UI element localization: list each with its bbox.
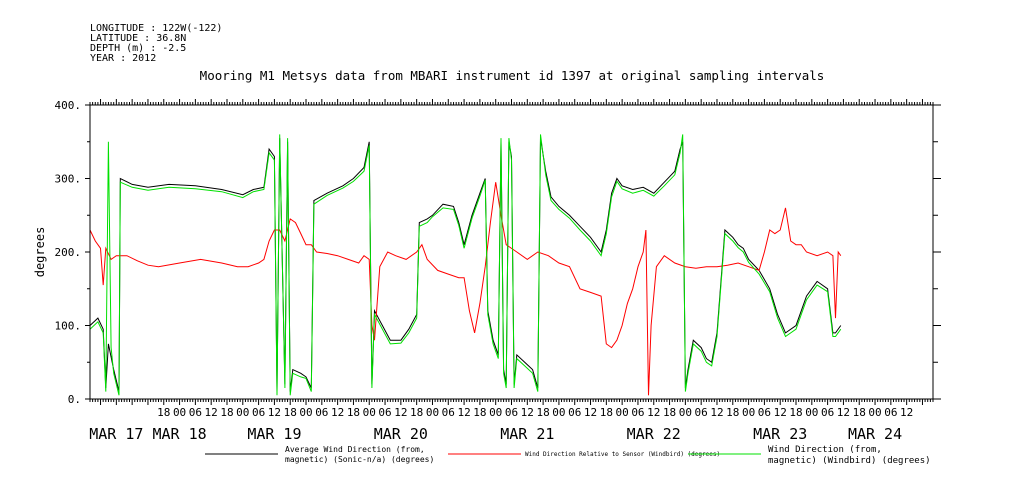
x-day-label: MAR 24 [848, 425, 902, 443]
series-layer [89, 134, 842, 396]
meta-year: YEAR : 2012 [90, 53, 156, 64]
x-tick-label: 12 [331, 406, 344, 419]
x-tick-label: 18 [410, 406, 423, 419]
x-tick-label: 12 [521, 406, 534, 419]
x-tick-label: 06 [442, 406, 455, 419]
x-tick-label: 12 [774, 406, 787, 419]
x-day-label: MAR 22 [627, 425, 681, 443]
x-day-label: MAR 18 [152, 425, 206, 443]
x-day-label: MAR 20 [374, 425, 428, 443]
x-tick-label: 18 [663, 406, 676, 419]
x-tick-label: 00 [426, 406, 439, 419]
y-tick-label-200: 200. [55, 246, 82, 259]
y-tick-label-100: 100. [55, 320, 82, 333]
x-tick-label: 00 [868, 406, 881, 419]
x-tick-label: 00 [616, 406, 629, 419]
x-tick-label: 12 [584, 406, 597, 419]
y-axis-label: degrees [33, 227, 47, 278]
chart-title: Mooring M1 Metsys data from MBARI instru… [200, 68, 825, 83]
x-tick-label: 12 [268, 406, 281, 419]
x-tick-label: 06 [505, 406, 518, 419]
x-tick-label: 00 [173, 406, 186, 419]
x-tick-label: 06 [568, 406, 581, 419]
x-tick-label: 18 [220, 406, 233, 419]
legend-label-windbird-2: magnetic) (Windbird) (degrees) [768, 456, 931, 466]
x-tick-label: 06 [631, 406, 644, 419]
legend-label-average-1: Average Wind Direction (from, [285, 445, 425, 454]
x-tick-label: 18 [473, 406, 486, 419]
meta-longitude: LONGITUDE : 122W(-122) [90, 23, 222, 34]
x-tick-label: 12 [647, 406, 660, 419]
x-tick-label: 06 [821, 406, 834, 419]
x-tick-label: 06 [189, 406, 202, 419]
x-tick-label: 12 [900, 406, 913, 419]
x-tick-label: 06 [378, 406, 391, 419]
axis-layer: 0.100.200.300.400.18 00 06 12 18 00 06 12 18 00 06… [55, 99, 941, 443]
x-tick-label: 06 [758, 406, 771, 419]
meta-latitude: LATITUDE : 36.8N [90, 33, 186, 44]
legend-label-windbird-1: Wind Direction (from, [768, 445, 882, 455]
x-tick-label: 06 [884, 406, 897, 419]
x-day-label: MAR 23 [753, 425, 807, 443]
x-tick-label: 00 [236, 406, 249, 419]
x-tick-label: 12 [394, 406, 407, 419]
x-tick-label: 00 [489, 406, 502, 419]
x-day-label: MAR 19 [247, 425, 301, 443]
x-tick-label: 00 [299, 406, 312, 419]
x-tick-label: 18 [853, 406, 866, 419]
x-tick-label: 00 [552, 406, 565, 419]
legend: Average Wind Direction (from, magnetic) … [205, 445, 931, 466]
x-tick-label: 12 [710, 406, 723, 419]
x-tick-label: 00 [363, 406, 376, 419]
x-tick-label: 18 [789, 406, 802, 419]
x-tick-label: 18 [600, 406, 613, 419]
y-tick-label-300: 300. [55, 173, 82, 186]
x-tick-label: 18 [347, 406, 360, 419]
x-tick-label: 12 [457, 406, 470, 419]
x-day-label: MAR 17 [89, 425, 143, 443]
legend-label-average-2: magnetic) (Sonic-n/a) (degrees) [285, 455, 434, 464]
x-tick-label: 18 [726, 406, 739, 419]
x-tick-label: 12 [837, 406, 850, 419]
x-tick-label: 18 [536, 406, 549, 419]
x-tick-label: 18 [284, 406, 297, 419]
x-tick-label: 00 [742, 406, 755, 419]
x-tick-label: 18 [157, 406, 170, 419]
x-tick-label: 06 [315, 406, 328, 419]
legend-label-relative: Wind Direction Relative to Sensor (Windb… [525, 451, 720, 458]
x-tick-label: 12 [205, 406, 218, 419]
y-tick-label-0: 0. [68, 393, 81, 406]
x-tick-label: 00 [679, 406, 692, 419]
meta-depth: DEPTH (m) : -2.5 [90, 43, 186, 54]
x-tick-label: 06 [252, 406, 265, 419]
series-line-2 [89, 182, 842, 396]
x-tick-label: 06 [695, 406, 708, 419]
series-line-3 [89, 134, 842, 396]
x-day-label: MAR 21 [500, 425, 554, 443]
y-tick-label-400: 400. [55, 99, 82, 112]
x-tick-label: 00 [805, 406, 818, 419]
